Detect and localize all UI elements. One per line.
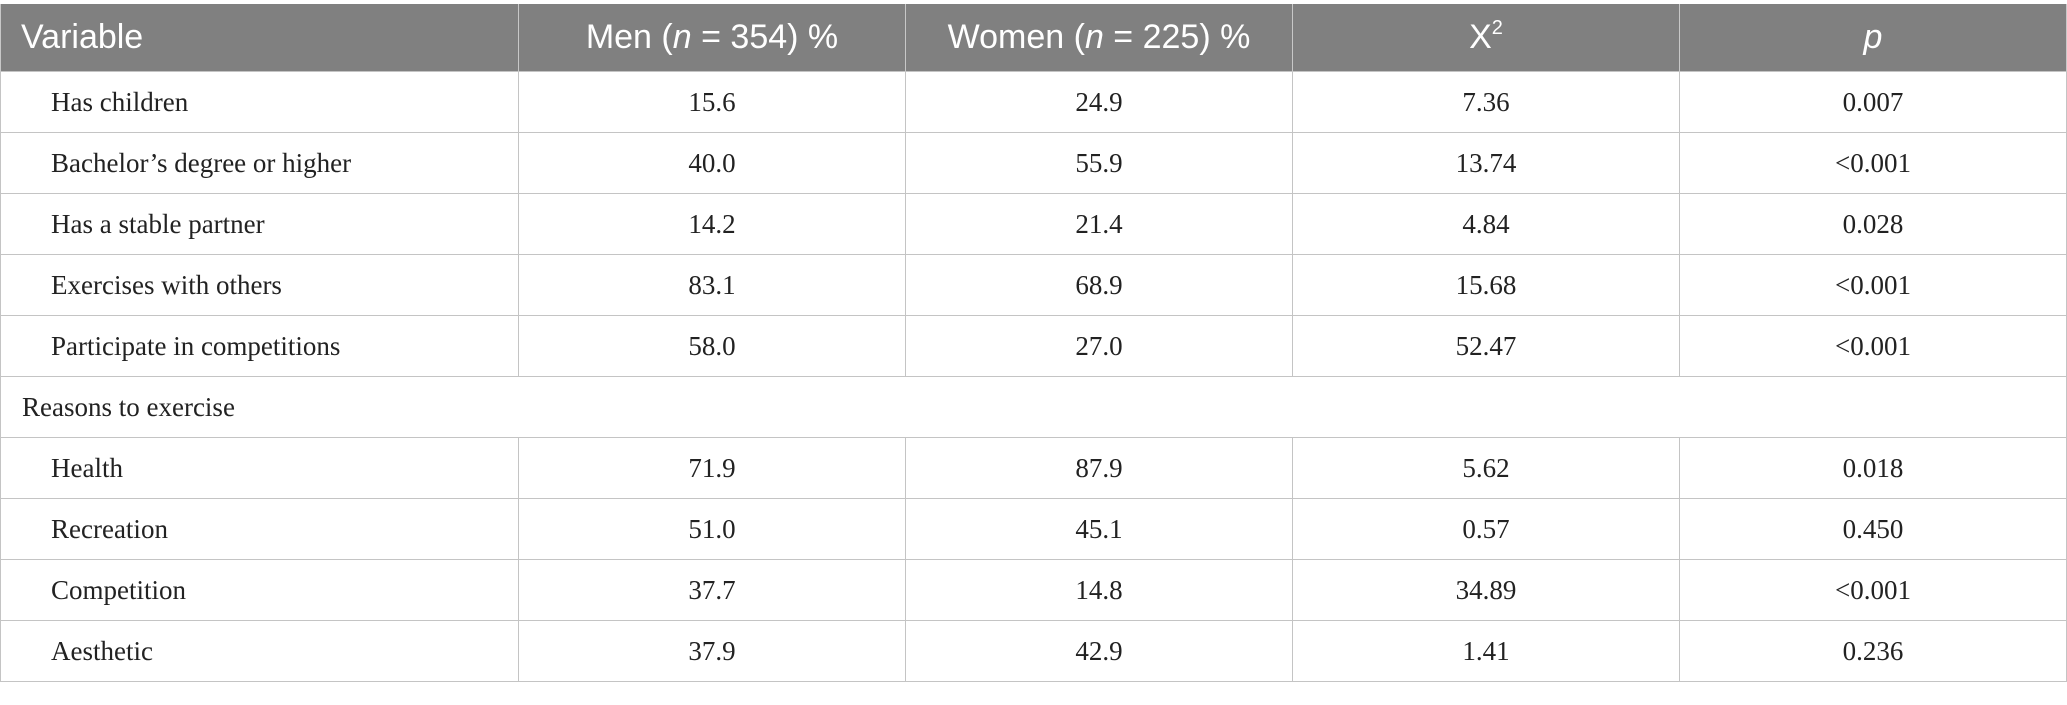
header-men-prefix: Men ( [585,18,673,56]
header-p-text: p [1863,18,1883,56]
cell-women: 14.8 [905,559,1293,621]
cell-men: 71.9 [518,437,906,499]
row-label: Aesthetic [0,620,519,682]
cell-p: 0.236 [1679,620,2067,682]
table-row: Bachelor’s degree or higher 40.0 55.9 13… [0,132,2067,194]
table-row: Recreation 51.0 45.1 0.57 0.450 [0,498,2067,560]
table-row: Competition 37.7 14.8 34.89 <0.001 [0,559,2067,621]
cell-p: 0.018 [1679,437,2067,499]
cell-women: 21.4 [905,193,1293,255]
header-men-suffix: = 354) % [691,18,839,56]
header-men: Men (n = 354) % [518,4,906,72]
cell-p: 0.007 [1679,71,2067,133]
header-p: p [1679,4,2067,72]
row-label: Health [0,437,519,499]
cell-women: 42.9 [905,620,1293,682]
cell-chi2: 5.62 [1292,437,1680,499]
header-women-n: n [1084,18,1104,56]
cell-men: 14.2 [518,193,906,255]
cell-chi2: 34.89 [1292,559,1680,621]
cell-men: 58.0 [518,315,906,377]
cell-men: 40.0 [518,132,906,194]
row-label: Competition [0,559,519,621]
cell-men: 37.7 [518,559,906,621]
header-women-suffix: = 225) % [1103,18,1251,56]
header-women: Women (n = 225) % [905,4,1293,72]
cell-men: 37.9 [518,620,906,682]
row-label: Recreation [0,498,519,560]
row-label: Has a stable partner [0,193,519,255]
cell-chi2: 0.57 [1292,498,1680,560]
header-chi-sup: 2 [1491,17,1503,39]
comparison-table: Variable Men (n = 354) % Women (n = 225)… [0,4,2067,682]
row-label: Exercises with others [0,254,519,316]
cell-men: 83.1 [518,254,906,316]
table-row: Health 71.9 87.9 5.62 0.018 [0,437,2067,499]
row-label: Bachelor’s degree or higher [0,132,519,194]
cell-chi2: 7.36 [1292,71,1680,133]
table-header: Variable Men (n = 354) % Women (n = 225)… [0,4,2067,72]
cell-p: <0.001 [1679,315,2067,377]
header-variable: Variable [0,4,519,72]
cell-p: <0.001 [1679,559,2067,621]
cell-men: 51.0 [518,498,906,560]
cell-women: 27.0 [905,315,1293,377]
header-men-n: n [672,18,692,56]
cell-chi2: 13.74 [1292,132,1680,194]
table-row: Exercises with others 83.1 68.9 15.68 <0… [0,254,2067,316]
section-label: Reasons to exercise [0,376,2067,438]
header-women-prefix: Women ( [947,18,1085,56]
cell-p: <0.001 [1679,254,2067,316]
section-header-row: Reasons to exercise [0,376,2067,438]
table-row: Has children 15.6 24.9 7.36 0.007 [0,71,2067,133]
cell-chi2: 15.68 [1292,254,1680,316]
cell-chi2: 4.84 [1292,193,1680,255]
header-chi-base: X [1469,18,1492,56]
cell-p: 0.450 [1679,498,2067,560]
header-chi-square: X2 [1292,4,1680,72]
table-body: Has children 15.6 24.9 7.36 0.007 Bachel… [0,71,2067,682]
cell-women: 24.9 [905,71,1293,133]
cell-women: 87.9 [905,437,1293,499]
table-row: Aesthetic 37.9 42.9 1.41 0.236 [0,620,2067,682]
table-row: Has a stable partner 14.2 21.4 4.84 0.02… [0,193,2067,255]
table-row: Participate in competitions 58.0 27.0 52… [0,315,2067,377]
cell-p: 0.028 [1679,193,2067,255]
cell-p: <0.001 [1679,132,2067,194]
header-row: Variable Men (n = 354) % Women (n = 225)… [0,4,2067,72]
data-table-container: Variable Men (n = 354) % Women (n = 225)… [0,4,2067,682]
cell-chi2: 52.47 [1292,315,1680,377]
row-label: Has children [0,71,519,133]
cell-men: 15.6 [518,71,906,133]
header-variable-text: Variable [21,18,144,56]
row-label: Participate in competitions [0,315,519,377]
cell-women: 55.9 [905,132,1293,194]
cell-chi2: 1.41 [1292,620,1680,682]
cell-women: 45.1 [905,498,1293,560]
cell-women: 68.9 [905,254,1293,316]
